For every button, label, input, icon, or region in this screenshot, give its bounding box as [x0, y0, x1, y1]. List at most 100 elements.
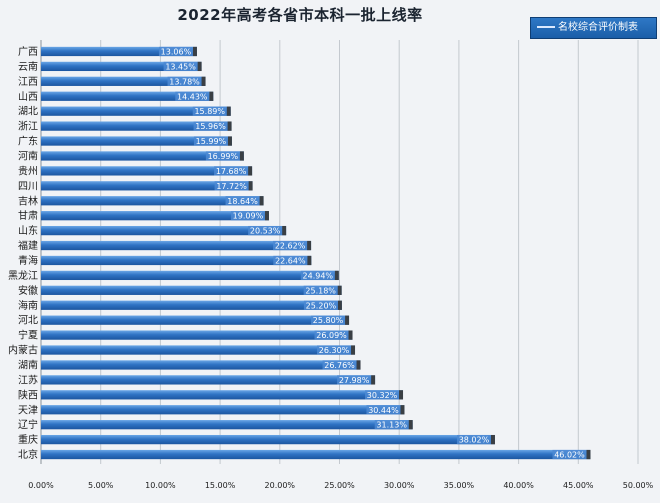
x-tick-label: 0.00%	[28, 481, 54, 490]
category-label: 河北	[18, 315, 38, 327]
category-label: 重庆	[18, 433, 38, 446]
data-label: 14.43%	[177, 92, 208, 101]
data-label: 38.02%	[459, 436, 490, 445]
data-label: 15.96%	[195, 122, 226, 131]
data-label-box	[300, 270, 335, 281]
bar-end-cap	[345, 315, 350, 325]
data-label: 22.62%	[275, 242, 306, 251]
data-label: 24.94%	[303, 271, 334, 280]
data-label: 13.78%	[169, 77, 200, 86]
legend-swatch	[537, 26, 555, 28]
bar	[41, 390, 404, 400]
bar-end-cap	[282, 225, 287, 236]
bar	[41, 345, 356, 355]
data-label-box	[456, 434, 491, 445]
category-label: 陕西	[18, 388, 38, 401]
bar	[41, 61, 202, 72]
category-label: 广西	[18, 46, 38, 58]
data-label-box	[163, 61, 198, 72]
bar-end-cap	[307, 255, 312, 266]
data-label: 20.53%	[250, 227, 281, 236]
data-label: 25.18%	[305, 286, 336, 295]
legend-label: 名校综合评价制表	[558, 22, 638, 33]
bar	[41, 121, 232, 131]
chart-title: 2022年高考各省市本科一批上线率	[177, 6, 423, 24]
bar	[41, 375, 376, 385]
bar	[41, 106, 231, 116]
bar-end-cap	[259, 196, 264, 206]
data-label-box	[303, 300, 338, 310]
data-label: 15.99%	[196, 137, 227, 146]
grid-lines	[40, 40, 639, 464]
category-label: 天津	[18, 404, 38, 416]
x-tick-label: 35.00%	[444, 481, 475, 490]
bar	[41, 449, 591, 460]
data-label: 19.09%	[233, 212, 264, 221]
bar-end-cap	[307, 240, 312, 251]
bar	[41, 196, 264, 206]
data-label-box	[273, 240, 308, 251]
bar-end-cap	[490, 434, 495, 445]
bar	[41, 91, 214, 101]
bar-end-cap	[248, 166, 253, 176]
bar	[41, 76, 206, 86]
data-label-box	[317, 345, 352, 355]
data-label-box	[167, 76, 202, 86]
x-tick-label: 45.00%	[563, 481, 594, 490]
data-label-box	[230, 211, 265, 221]
bar-end-cap	[356, 360, 361, 370]
bar	[41, 300, 342, 310]
bars: 13.06% 13.45% 13.78% 14.43% 15.89% 15.96% 15.9…	[41, 46, 591, 460]
category-label: 吉林	[18, 194, 38, 207]
category-label: 四川	[18, 181, 38, 192]
category-label: 江西	[18, 76, 38, 88]
bar	[41, 330, 353, 340]
data-label: 27.98%	[339, 376, 370, 385]
bar-end-cap	[337, 285, 342, 295]
data-label: 17.68%	[216, 167, 247, 176]
data-label: 13.06%	[161, 47, 192, 56]
data-label-box	[214, 181, 249, 191]
bar-end-cap	[351, 345, 356, 355]
bar-end-cap	[226, 106, 231, 116]
bar	[41, 315, 350, 325]
data-label-box	[303, 285, 338, 295]
data-label-box	[214, 166, 249, 176]
category-label: 贵州	[18, 164, 38, 177]
bar	[41, 434, 495, 445]
data-label-box	[158, 46, 193, 57]
data-label-box	[193, 121, 228, 131]
bar	[41, 255, 312, 266]
x-tick-label: 20.00%	[265, 481, 296, 490]
x-tick-label: 5.00%	[88, 481, 114, 490]
data-label: 30.32%	[367, 391, 398, 400]
category-label: 海南	[18, 299, 38, 312]
category-label: 青海	[18, 254, 38, 267]
data-label-box	[192, 106, 227, 116]
bar-end-cap	[248, 181, 253, 191]
data-label: 22.64%	[275, 256, 306, 265]
category-label: 山东	[18, 224, 38, 237]
data-label: 26.30%	[319, 346, 350, 355]
bar-end-cap	[337, 300, 342, 310]
bar-end-cap	[399, 390, 404, 400]
bar-end-cap	[264, 211, 269, 221]
category-label: 宁夏	[18, 329, 38, 342]
bar	[41, 46, 197, 57]
category-labels: 广西云南江西山西湖北浙江广东河南贵州四川吉林甘肃山东福建青海黑龙江安徽海南河北宁…	[8, 46, 38, 461]
bar-end-cap	[201, 76, 206, 86]
data-label-box	[365, 390, 400, 400]
bar	[41, 360, 361, 370]
category-label: 内蒙古	[8, 344, 38, 357]
category-label: 河南	[18, 149, 38, 162]
data-label: 26.76%	[324, 361, 355, 370]
bar-end-cap	[371, 375, 376, 385]
category-label: 福建	[18, 239, 38, 252]
bar-end-cap	[239, 151, 244, 161]
category-label: 辽宁	[18, 418, 38, 431]
bar-end-cap	[197, 61, 202, 72]
data-label-box	[552, 449, 587, 460]
data-label: 25.80%	[313, 316, 344, 325]
category-label: 湖南	[18, 358, 38, 371]
